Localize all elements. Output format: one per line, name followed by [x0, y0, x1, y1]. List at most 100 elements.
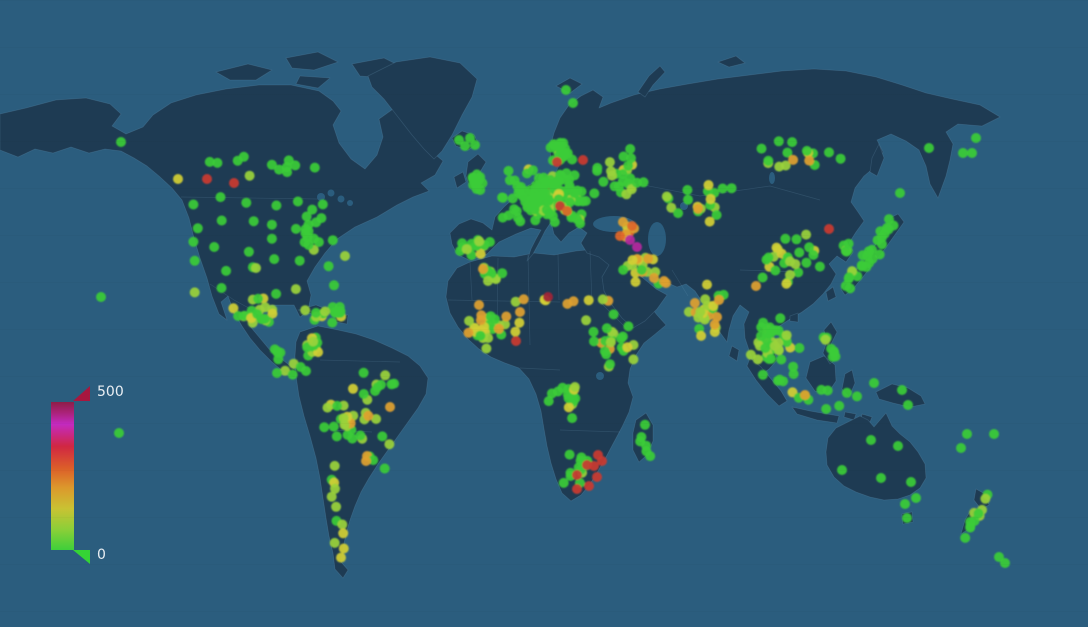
data-point [902, 513, 912, 523]
data-point [474, 236, 485, 247]
data-point [962, 429, 972, 439]
data-point [883, 224, 894, 235]
data-point [627, 255, 638, 265]
data-point [578, 155, 588, 165]
data-point [497, 192, 508, 203]
data-point [605, 337, 616, 348]
data-point [273, 354, 284, 365]
data-point [557, 382, 568, 393]
data-point [821, 404, 832, 414]
data-point [389, 378, 400, 389]
data-point [468, 179, 479, 190]
data-point [769, 341, 780, 351]
data-point [683, 194, 693, 205]
data-point [327, 317, 338, 328]
data-point [994, 552, 1004, 562]
legend-gradient-bar[interactable] [51, 402, 74, 550]
data-point [598, 176, 609, 187]
data-point [788, 361, 799, 372]
landmass-greenland [367, 56, 478, 160]
data-point [267, 308, 278, 319]
data-point [547, 211, 558, 222]
data-point [308, 336, 319, 347]
data-point [216, 215, 227, 226]
data-point [470, 140, 480, 150]
data-point [597, 456, 607, 466]
data-point [761, 254, 772, 265]
data-point [696, 330, 707, 341]
data-point [518, 294, 529, 305]
data-point [632, 242, 642, 252]
data-point [766, 353, 777, 364]
data-point [773, 136, 784, 147]
data-point [202, 174, 212, 184]
data-point [589, 188, 600, 199]
data-point [215, 192, 226, 203]
data-point [552, 157, 562, 167]
landmass-eurasia [449, 68, 1001, 376]
data-point [483, 276, 493, 286]
data-point [355, 430, 366, 441]
data-point [601, 349, 612, 360]
data-point [618, 264, 629, 275]
data-point [338, 543, 349, 554]
data-point [337, 519, 348, 530]
data-point [700, 294, 711, 305]
data-point [516, 182, 527, 192]
data-point [287, 369, 298, 380]
data-point [745, 349, 756, 360]
data-point [705, 194, 716, 205]
data-point [628, 354, 639, 365]
data-point [900, 499, 910, 509]
data-point [317, 199, 328, 210]
data-point [358, 389, 369, 399]
data-point [630, 276, 641, 287]
data-point [965, 522, 976, 533]
data-point [695, 306, 706, 317]
data-point [751, 281, 761, 291]
data-point [253, 293, 264, 304]
data-point [561, 168, 572, 179]
data-point [251, 263, 261, 273]
data-point [516, 189, 527, 200]
data-point [461, 244, 472, 255]
data-point [589, 461, 599, 471]
data-point [189, 255, 200, 266]
landmass-south-america [294, 325, 429, 579]
data-point [301, 366, 311, 376]
data-point [290, 284, 301, 295]
data-point [475, 315, 486, 326]
data-point [757, 272, 768, 283]
data-point [726, 183, 737, 194]
data-point [331, 431, 342, 442]
data-point [294, 255, 305, 266]
data-point [338, 528, 349, 539]
data-point [555, 201, 565, 211]
data-point [897, 385, 907, 395]
data-points-layer[interactable] [96, 85, 1010, 568]
data-point [173, 174, 183, 184]
data-point [583, 295, 594, 306]
data-point [96, 292, 106, 302]
data-point [844, 272, 855, 283]
data-point [529, 204, 540, 215]
data-point [605, 359, 615, 370]
data-point [756, 143, 767, 154]
data-point [617, 169, 628, 180]
data-point [711, 210, 722, 220]
data-point [562, 206, 572, 216]
data-point [320, 306, 331, 317]
data-point [903, 400, 913, 410]
data-point [561, 85, 571, 95]
data-point [835, 153, 846, 164]
data-point [673, 208, 684, 219]
data-point [785, 269, 795, 280]
data-point [592, 162, 603, 173]
data-point [363, 410, 374, 421]
data-point [260, 314, 270, 324]
data-point [804, 242, 815, 253]
landmass-arctic-islands [215, 51, 429, 113]
data-point [770, 265, 781, 276]
